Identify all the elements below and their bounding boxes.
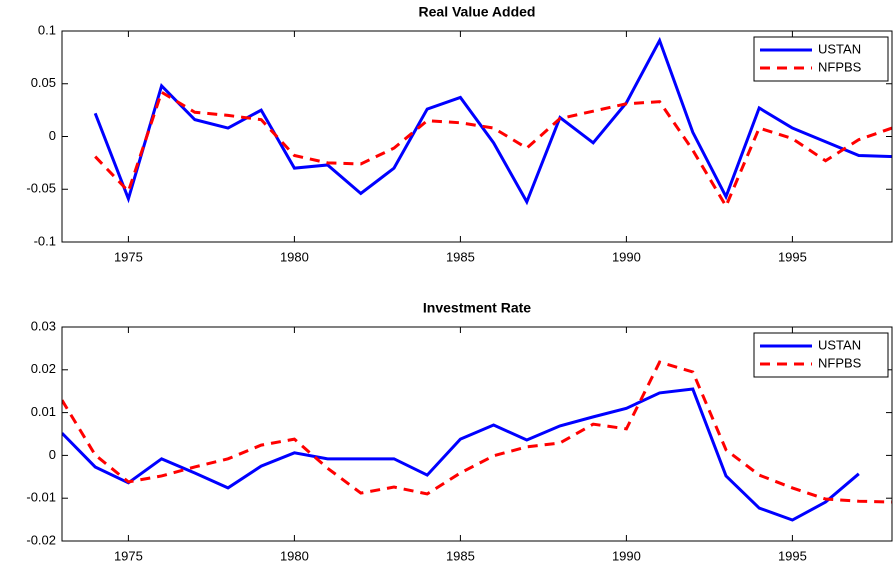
chart-title: Investment Rate (423, 300, 531, 316)
y-tick-label: 0.03 (31, 318, 56, 333)
legend-label: NFPBS (818, 59, 862, 74)
x-tick-label: 1980 (280, 548, 309, 563)
chart-title: Real Value Added (419, 4, 536, 20)
y-tick-label: 0 (49, 128, 56, 143)
plot-frame (61, 30, 893, 243)
x-tick-label: 1990 (612, 249, 641, 264)
legend-label: NFPBS (818, 355, 862, 370)
series-line (94, 89, 892, 210)
y-tick-label: 0.02 (31, 361, 56, 376)
y-tick-label: 0.1 (38, 22, 56, 37)
y-tick-label: 0.01 (31, 404, 56, 419)
y-tick-label: 0 (49, 447, 56, 462)
y-tick-label: -0.01 (26, 490, 56, 505)
legend-label: USTAN (818, 41, 861, 56)
series-line (62, 387, 860, 522)
x-tick-label: 1985 (446, 548, 475, 563)
x-tick-label: 1995 (778, 249, 807, 264)
x-tick-label: 1975 (114, 548, 143, 563)
x-tick-label: 1985 (446, 249, 475, 264)
legend-label: USTAN (818, 337, 861, 352)
x-tick-label: 1995 (778, 548, 807, 563)
x-tick-label: 1980 (280, 249, 309, 264)
y-tick-label: 0.05 (31, 75, 56, 90)
legend-box (753, 332, 889, 378)
x-tick-label: 1975 (114, 249, 143, 264)
plot-frame (61, 326, 893, 542)
y-tick-label: -0.05 (26, 181, 56, 196)
series-line (93, 36, 892, 206)
x-tick-label: 1990 (612, 548, 641, 563)
legend-box (753, 36, 889, 82)
series-line (62, 360, 892, 504)
y-tick-label: -0.1 (34, 233, 56, 248)
y-tick-label: -0.02 (26, 532, 56, 547)
